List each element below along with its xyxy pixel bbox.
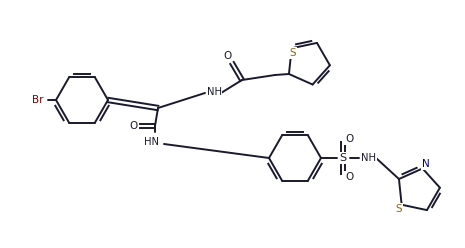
Text: HN: HN <box>144 137 159 147</box>
Text: NH: NH <box>361 153 377 163</box>
Text: S: S <box>289 48 296 58</box>
Text: N: N <box>422 159 430 169</box>
Text: S: S <box>339 153 346 163</box>
Text: NH: NH <box>206 87 221 97</box>
Text: S: S <box>395 204 402 214</box>
Text: O: O <box>223 51 231 61</box>
Text: O: O <box>345 134 353 144</box>
Text: O: O <box>129 121 137 131</box>
Text: Br: Br <box>32 95 44 105</box>
Text: O: O <box>345 172 353 182</box>
